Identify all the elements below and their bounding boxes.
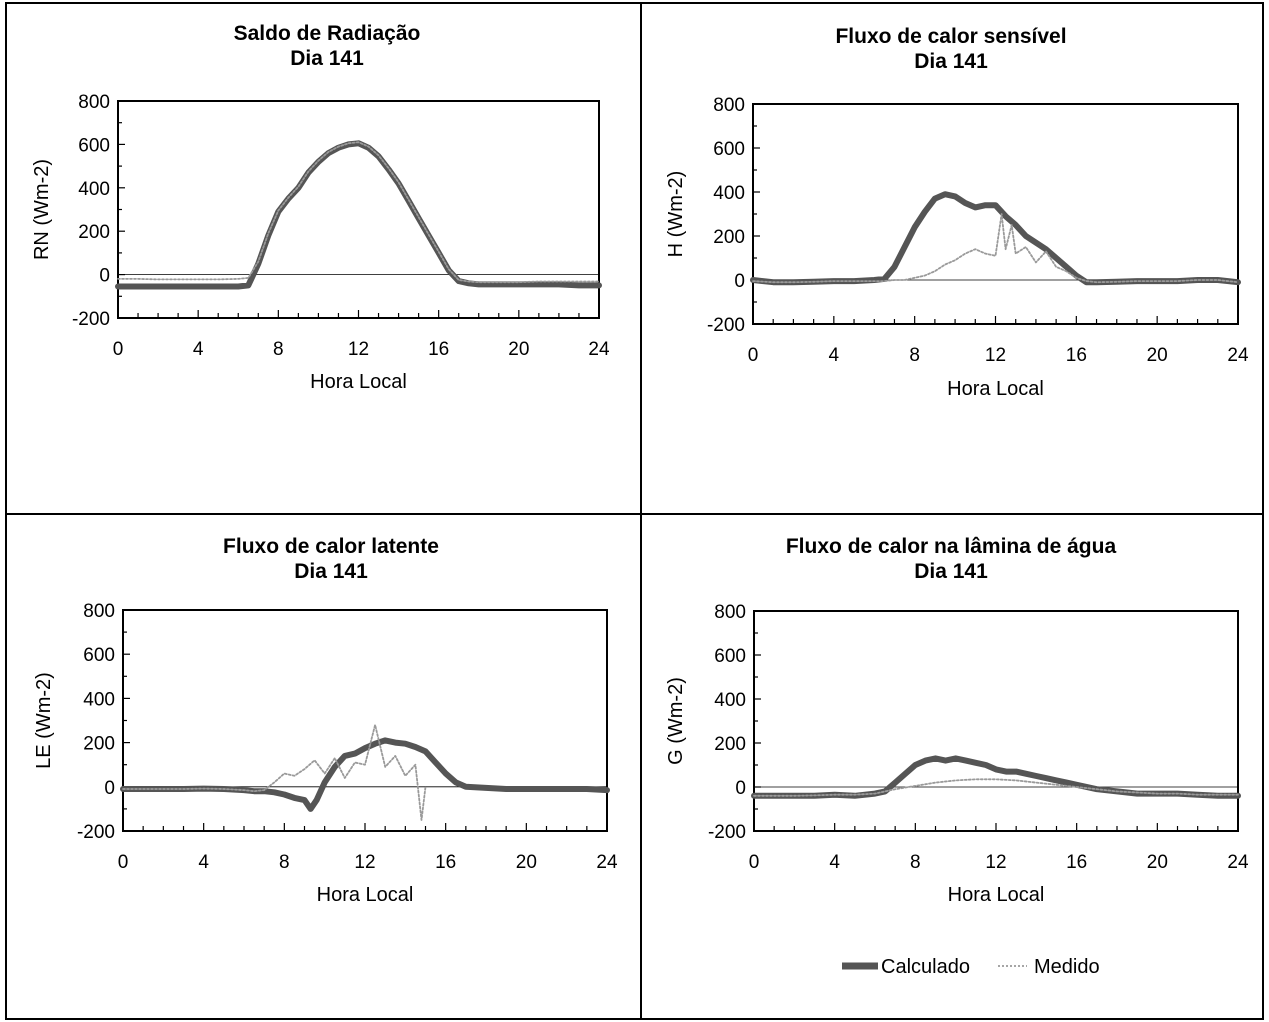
- x-tick-label: 0: [113, 339, 124, 360]
- y-tick-label: 600: [78, 135, 110, 156]
- x-tick-label: 12: [985, 345, 1006, 366]
- x-tick-label: 4: [829, 852, 840, 873]
- y-axis-label: LE (Wm-2): [33, 672, 55, 769]
- x-tick-label: 12: [348, 339, 369, 360]
- y-tick-label: -200: [77, 822, 115, 843]
- y-tick-label: 0: [734, 271, 745, 292]
- y-tick-label: -200: [707, 315, 745, 336]
- y-tick-label: -200: [72, 309, 110, 330]
- x-tick-label: 8: [273, 339, 284, 360]
- y-tick-label: 600: [83, 645, 115, 666]
- x-tick-label: 0: [749, 852, 760, 873]
- chart-subtitle: Dia 141: [294, 560, 368, 583]
- x-tick-label: 24: [1227, 852, 1249, 873]
- series-calculado-line: [120, 737, 610, 812]
- series-medido-line: [117, 141, 600, 284]
- y-tick-label: 400: [714, 690, 746, 711]
- y-tick-label: 800: [714, 602, 746, 623]
- x-tick-label: 16: [435, 852, 456, 873]
- x-tick-label: 8: [910, 852, 921, 873]
- y-tick-label: 0: [735, 778, 746, 799]
- x-tick-label: 4: [829, 345, 840, 366]
- x-tick-label: 4: [198, 852, 209, 873]
- y-tick-label: 200: [713, 227, 745, 248]
- x-tick-label: 16: [1066, 852, 1087, 873]
- y-tick-label: 200: [78, 222, 110, 243]
- legend-medido-label: Medido: [1034, 956, 1100, 978]
- legend: Calculado Medido: [842, 956, 1100, 978]
- chart-title: Fluxo de calor sensível: [835, 25, 1066, 48]
- plot-frame: [752, 103, 1239, 325]
- chart-subtitle: Dia 141: [914, 50, 988, 73]
- x-tick-label: 24: [1227, 345, 1249, 366]
- y-tick-label: 400: [83, 689, 115, 710]
- x-tick-label: 20: [516, 852, 537, 873]
- series-calculado-line: [750, 191, 1241, 286]
- x-axis-label: Hora Local: [310, 371, 407, 393]
- y-tick-label: 600: [713, 139, 745, 160]
- y-tick-label: 800: [713, 95, 745, 116]
- x-axis-label: Hora Local: [317, 884, 414, 906]
- y-tick-label: 800: [78, 92, 110, 113]
- outer-border: [5, 2, 1264, 1020]
- x-tick-label: 4: [193, 339, 204, 360]
- x-tick-label: 8: [909, 345, 920, 366]
- y-tick-label: -200: [708, 822, 746, 843]
- y-tick-label: 600: [714, 646, 746, 667]
- series-medido-line: [753, 778, 1239, 797]
- series-calculado-line: [751, 755, 1241, 799]
- y-tick-label: 0: [104, 778, 115, 799]
- y-tick-label: 0: [99, 266, 110, 287]
- x-tick-label: 20: [508, 339, 529, 360]
- x-axis-label: Hora Local: [948, 884, 1045, 906]
- y-tick-label: 800: [83, 601, 115, 622]
- chart-title: Fluxo de calor na lâmina de água: [786, 535, 1117, 558]
- x-tick-label: 12: [354, 852, 375, 873]
- series-calculado-line: [115, 140, 602, 290]
- x-tick-label: 16: [428, 339, 449, 360]
- y-axis-label: RN (Wm-2): [31, 159, 53, 260]
- x-tick-label: 16: [1066, 345, 1087, 366]
- chart-title: Saldo de Radiação: [234, 22, 421, 45]
- y-axis-label: H (Wm-2): [665, 171, 687, 258]
- series-medido-line: [122, 724, 427, 821]
- x-tick-label: 8: [279, 852, 290, 873]
- chart-subtitle: Dia 141: [290, 47, 364, 70]
- x-tick-label: 24: [588, 339, 610, 360]
- y-tick-label: 400: [713, 183, 745, 204]
- panel-borders: [5, 2, 1264, 1020]
- legend-calculado-label: Calculado: [881, 956, 970, 978]
- x-axis-label: Hora Local: [947, 378, 1044, 400]
- x-tick-label: 0: [748, 345, 759, 366]
- chart-subtitle: Dia 141: [914, 560, 988, 583]
- y-tick-label: 200: [714, 734, 746, 755]
- x-tick-label: 20: [1147, 852, 1168, 873]
- x-tick-label: 0: [118, 852, 129, 873]
- series-medido-line: [752, 213, 1239, 284]
- chart-title: Fluxo de calor latente: [223, 535, 439, 558]
- y-axis-label: G (Wm-2): [665, 677, 687, 765]
- x-tick-label: 20: [1147, 345, 1168, 366]
- x-tick-label: 12: [985, 852, 1006, 873]
- y-tick-label: 200: [83, 734, 115, 755]
- plot-frame: [122, 609, 608, 832]
- x-tick-label: 24: [596, 852, 618, 873]
- y-tick-label: 400: [78, 179, 110, 200]
